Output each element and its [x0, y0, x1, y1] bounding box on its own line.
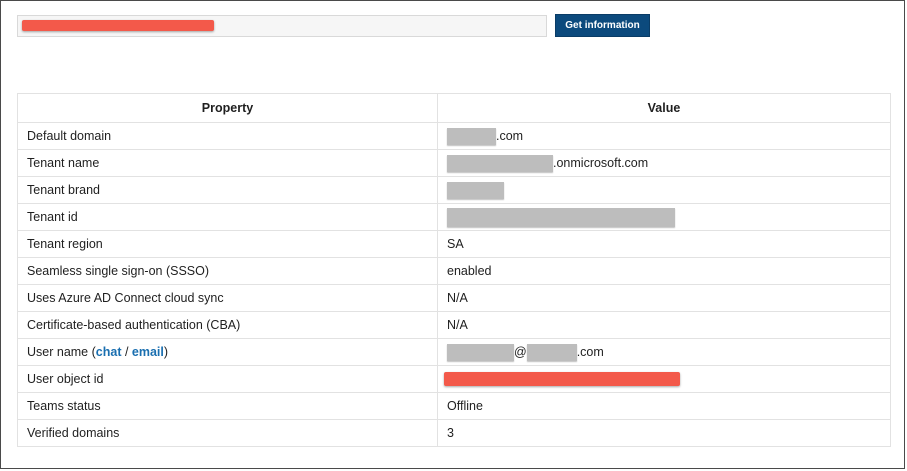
value-tenant-brand — [437, 176, 891, 204]
value-tenant-region: SA — [437, 230, 891, 258]
table-header-row: Property Value — [17, 93, 891, 123]
redacted-domain — [447, 127, 496, 145]
table-row: Uses Azure AD Connect cloud sync N/A — [17, 284, 891, 312]
value-user-object-id — [437, 365, 891, 393]
table-row: User name (chat / email) @ .com — [17, 338, 891, 366]
property-default-domain: Default domain — [17, 122, 438, 150]
redacted-search-value — [22, 19, 214, 31]
link-separator: / — [121, 345, 132, 359]
table-row: Tenant name .onmicrosoft.com — [17, 149, 891, 177]
property-tenant-brand: Tenant brand — [17, 176, 438, 204]
table-row: Tenant brand — [17, 176, 891, 204]
value-cloud-sync: N/A — [437, 284, 891, 312]
email-link[interactable]: email — [131, 345, 164, 359]
header-value: Value — [437, 93, 891, 123]
domain-suffix: .com — [496, 128, 524, 143]
value-user-name: @ .com — [437, 338, 891, 366]
redacted-user-local — [447, 343, 514, 361]
redacted-tenant-id — [447, 207, 675, 227]
table-row: Tenant region SA — [17, 230, 891, 258]
redacted-user-object-id — [444, 372, 680, 387]
table-row: Seamless single sign-on (SSSO) enabled — [17, 257, 891, 285]
property-verified-domains: Verified domains — [17, 419, 438, 447]
header-property: Property — [17, 93, 438, 123]
value-tenant-name: .onmicrosoft.com — [437, 149, 891, 177]
tenant-search-input[interactable] — [17, 14, 547, 37]
value-cba: N/A — [437, 311, 891, 339]
table-row: Teams status Offline — [17, 392, 891, 420]
value-verified-domains: 3 — [437, 419, 891, 447]
value-ssso: enabled — [437, 257, 891, 285]
search-row: Get information — [17, 14, 650, 37]
user-name-label: User name ( — [27, 345, 96, 359]
value-default-domain: .com — [437, 122, 891, 150]
redacted-tenant-brand — [447, 181, 504, 199]
redacted-user-domain — [526, 343, 577, 361]
property-tenant-name: Tenant name — [17, 149, 438, 177]
property-cba: Certificate-based authentication (CBA) — [17, 311, 438, 339]
property-teams-status: Teams status — [17, 392, 438, 420]
at-sign: @ — [514, 344, 527, 359]
tenant-name-suffix: .onmicrosoft.com — [553, 155, 649, 170]
redacted-tenant-name — [447, 154, 553, 172]
property-cloud-sync: Uses Azure AD Connect cloud sync — [17, 284, 438, 312]
value-teams-status: Offline — [437, 392, 891, 420]
property-tenant-region: Tenant region — [17, 230, 438, 258]
user-domain-suffix: .com — [576, 344, 604, 359]
property-user-object-id: User object id — [17, 365, 438, 393]
table-row: User object id — [17, 365, 891, 393]
property-user-name: User name (chat / email) — [17, 338, 438, 366]
table-row: Default domain .com — [17, 122, 891, 150]
table-row: Verified domains 3 — [17, 419, 891, 447]
table-row: Certificate-based authentication (CBA) N… — [17, 311, 891, 339]
value-tenant-id — [437, 203, 891, 231]
tenant-info-table: Property Value Default domain .com Tenan… — [17, 93, 891, 447]
property-ssso: Seamless single sign-on (SSSO) — [17, 257, 438, 285]
property-tenant-id: Tenant id — [17, 203, 438, 231]
chat-link[interactable]: chat — [95, 345, 122, 359]
user-name-label-close: ) — [163, 345, 169, 359]
get-information-button[interactable]: Get information — [555, 14, 650, 37]
table-row: Tenant id — [17, 203, 891, 231]
